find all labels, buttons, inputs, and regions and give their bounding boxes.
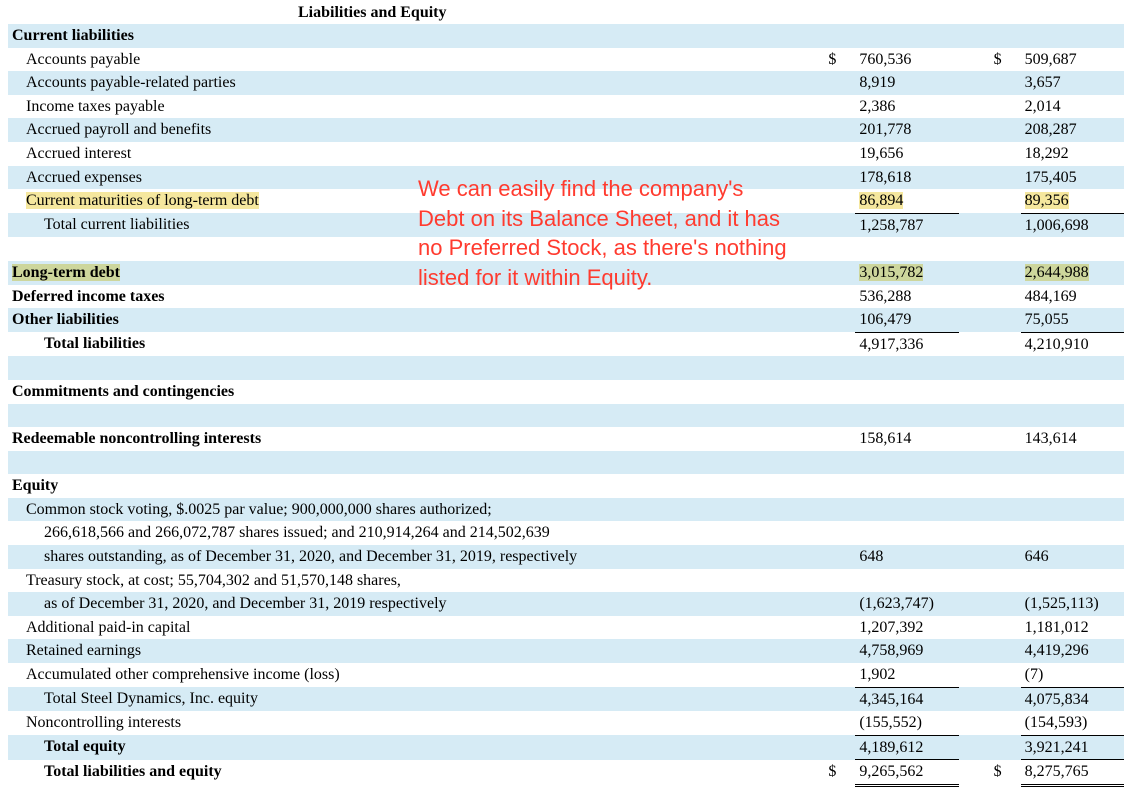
value-col2: 509,687 bbox=[1021, 48, 1124, 72]
currency-symbol: $ bbox=[824, 48, 855, 72]
value-col1: 760,536 bbox=[855, 48, 958, 72]
equity-header: Equity bbox=[8, 474, 824, 498]
value-col2: (154,593) bbox=[1021, 711, 1124, 735]
value-col2: 1,181,012 bbox=[1021, 616, 1124, 640]
currency-symbol: $ bbox=[990, 760, 1021, 786]
value-col1: 178,618 bbox=[855, 166, 958, 190]
value-col2: 2,644,988 bbox=[1025, 264, 1089, 281]
value-col2: 89,356 bbox=[1025, 192, 1069, 209]
value-col2: 2,014 bbox=[1021, 95, 1124, 119]
value-col2: 484,169 bbox=[1021, 285, 1124, 309]
value-col1: 3,015,782 bbox=[859, 264, 923, 281]
total-liabilities-label: Total liabilities bbox=[8, 332, 824, 356]
value-col1: 1,207,392 bbox=[855, 616, 958, 640]
common-stock-line: shares outstanding, as of December 31, 2… bbox=[8, 545, 824, 569]
treasury-line: Treasury stock, at cost; 55,704,302 and … bbox=[8, 569, 824, 593]
value-col1: 158,614 bbox=[855, 427, 958, 451]
value-col1: 536,288 bbox=[855, 285, 958, 309]
value-col1: 4,758,969 bbox=[855, 639, 958, 663]
row-label: Deferred income taxes bbox=[8, 285, 824, 309]
row-label: Accrued interest bbox=[8, 142, 824, 166]
common-stock-line: Common stock voting, $.0025 par value; 9… bbox=[8, 498, 824, 522]
value-col1: 19,656 bbox=[855, 142, 958, 166]
row-label: Additional paid-in capital bbox=[8, 616, 824, 640]
value-col2: 4,075,834 bbox=[1021, 687, 1124, 711]
value-col2: (1,525,113) bbox=[1021, 592, 1124, 616]
value-col1: 648 bbox=[855, 545, 958, 569]
redeemable-nci-label: Redeemable noncontrolling interests bbox=[8, 427, 824, 451]
row-label: Noncontrolling interests bbox=[8, 711, 824, 735]
value-col2: (7) bbox=[1021, 663, 1124, 687]
value-col2: 4,419,296 bbox=[1021, 639, 1124, 663]
treasury-line: as of December 31, 2020, and December 31… bbox=[8, 592, 824, 616]
value-col1: 2,386 bbox=[855, 95, 958, 119]
row-label: Accrued expenses bbox=[8, 166, 824, 190]
value-col1: 9,265,562 bbox=[855, 760, 958, 786]
commitments-label: Commitments and contingencies bbox=[8, 380, 824, 404]
value-col1: (155,552) bbox=[855, 711, 958, 735]
row-label-highlight: Current maturities of long-term debt bbox=[26, 192, 259, 209]
value-col2: 3,921,241 bbox=[1021, 735, 1124, 760]
value-col2: 75,055 bbox=[1021, 308, 1124, 332]
value-col1: 4,345,164 bbox=[855, 687, 958, 711]
value-col2: 1,006,698 bbox=[1021, 213, 1124, 237]
value-col1: 4,189,612 bbox=[855, 735, 958, 760]
value-col2: 646 bbox=[1021, 545, 1124, 569]
liabilities-equity-table: Current liabilities Accounts payable $ 7… bbox=[8, 24, 1124, 787]
row-label: Accrued payroll and benefits bbox=[8, 118, 824, 142]
value-col1: 8,919 bbox=[855, 71, 958, 95]
value-col1: 86,894 bbox=[859, 192, 903, 209]
value-col2: 3,657 bbox=[1021, 71, 1124, 95]
total-liab-equity-label: Total liabilities and equity bbox=[8, 760, 824, 786]
value-col1: 1,258,787 bbox=[855, 213, 958, 237]
row-label: Accounts payable bbox=[8, 48, 824, 72]
value-col1: 201,778 bbox=[855, 118, 958, 142]
balance-sheet: Liabilities and Equity Current liabiliti… bbox=[8, 4, 1124, 787]
value-col2: 143,614 bbox=[1021, 427, 1124, 451]
value-col1: (1,623,747) bbox=[855, 592, 958, 616]
row-label: Retained earnings bbox=[8, 639, 824, 663]
value-col2: 4,210,910 bbox=[1021, 332, 1124, 356]
current-liabilities-header: Current liabilities bbox=[8, 24, 824, 48]
row-label: Accounts payable-related parties bbox=[8, 71, 824, 95]
currency-symbol: $ bbox=[824, 760, 855, 786]
total-current-liabilities-label: Total current liabilities bbox=[8, 213, 824, 237]
row-label: Accumulated other comprehensive income (… bbox=[8, 663, 824, 687]
value-col2: 18,292 bbox=[1021, 142, 1124, 166]
row-label: Income taxes payable bbox=[8, 95, 824, 119]
total-equity-label: Total equity bbox=[8, 735, 824, 760]
section-title: Liabilities and Equity bbox=[8, 4, 1124, 24]
value-col2: 8,275,765 bbox=[1021, 760, 1124, 786]
currency-symbol: $ bbox=[990, 48, 1021, 72]
row-label: Other liabilities bbox=[8, 308, 824, 332]
long-term-debt-label: Long-term debt bbox=[12, 264, 120, 281]
total-sd-equity-label: Total Steel Dynamics, Inc. equity bbox=[8, 687, 824, 711]
value-col2: 175,405 bbox=[1021, 166, 1124, 190]
common-stock-line: 266,618,566 and 266,072,787 shares issue… bbox=[8, 521, 824, 545]
value-col2: 208,287 bbox=[1021, 118, 1124, 142]
value-col1: 1,902 bbox=[855, 663, 958, 687]
value-col1: 4,917,336 bbox=[855, 332, 958, 356]
value-col1: 106,479 bbox=[855, 308, 958, 332]
